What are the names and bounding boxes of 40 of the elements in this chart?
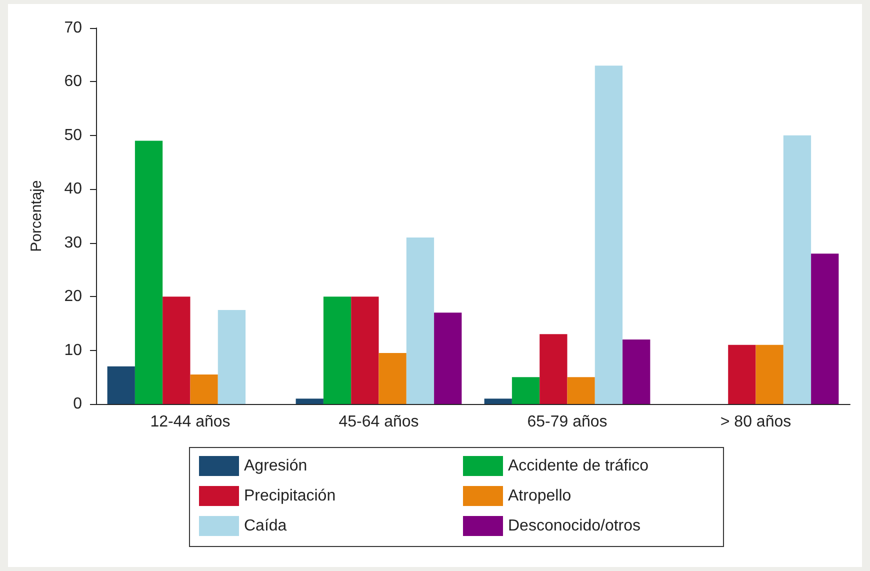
y-axis-title: Porcentaje bbox=[28, 180, 45, 252]
bar bbox=[162, 296, 190, 404]
bar bbox=[567, 377, 595, 404]
x-tick-label: 12-44 años bbox=[150, 414, 230, 430]
y-tick-label: 0 bbox=[73, 396, 82, 412]
legend-label: Caída bbox=[244, 518, 287, 534]
bar bbox=[107, 366, 135, 404]
bar bbox=[190, 374, 218, 404]
y-tick-label: 50 bbox=[64, 126, 82, 144]
bar bbox=[434, 312, 462, 404]
bar bbox=[296, 398, 324, 404]
bar bbox=[594, 66, 623, 404]
x-tick-label: > 80 años bbox=[720, 414, 792, 430]
bar bbox=[756, 344, 784, 404]
y-tick-label: 30 bbox=[64, 234, 82, 252]
bar bbox=[622, 340, 650, 404]
x-tick-label: 45-64 años bbox=[338, 414, 419, 430]
y-tick-label: 60 bbox=[64, 73, 82, 90]
y-tick-label: 70 bbox=[64, 20, 82, 36]
bar bbox=[540, 334, 568, 404]
bar bbox=[783, 135, 812, 404]
legend-label: Atropello bbox=[508, 488, 572, 504]
bar bbox=[728, 344, 756, 404]
bar bbox=[406, 237, 434, 404]
bar bbox=[811, 254, 839, 404]
bar bbox=[218, 310, 246, 404]
bar bbox=[378, 352, 406, 404]
bar bbox=[134, 140, 163, 404]
y-tick-label: 10 bbox=[64, 342, 82, 359]
legend-label: Desconocido/otros bbox=[508, 518, 641, 534]
bar bbox=[512, 377, 540, 404]
legend-label: Agresión bbox=[244, 458, 308, 474]
legend-label: Precipitación bbox=[244, 488, 336, 504]
y-tick-label: 20 bbox=[64, 288, 82, 306]
bar bbox=[351, 296, 379, 404]
x-tick-label: 65-79 años bbox=[527, 414, 608, 430]
legend-label: Accidente de tráfico bbox=[508, 458, 649, 474]
y-tick-label: 40 bbox=[64, 180, 82, 198]
bar bbox=[323, 296, 352, 404]
bar bbox=[484, 398, 512, 404]
